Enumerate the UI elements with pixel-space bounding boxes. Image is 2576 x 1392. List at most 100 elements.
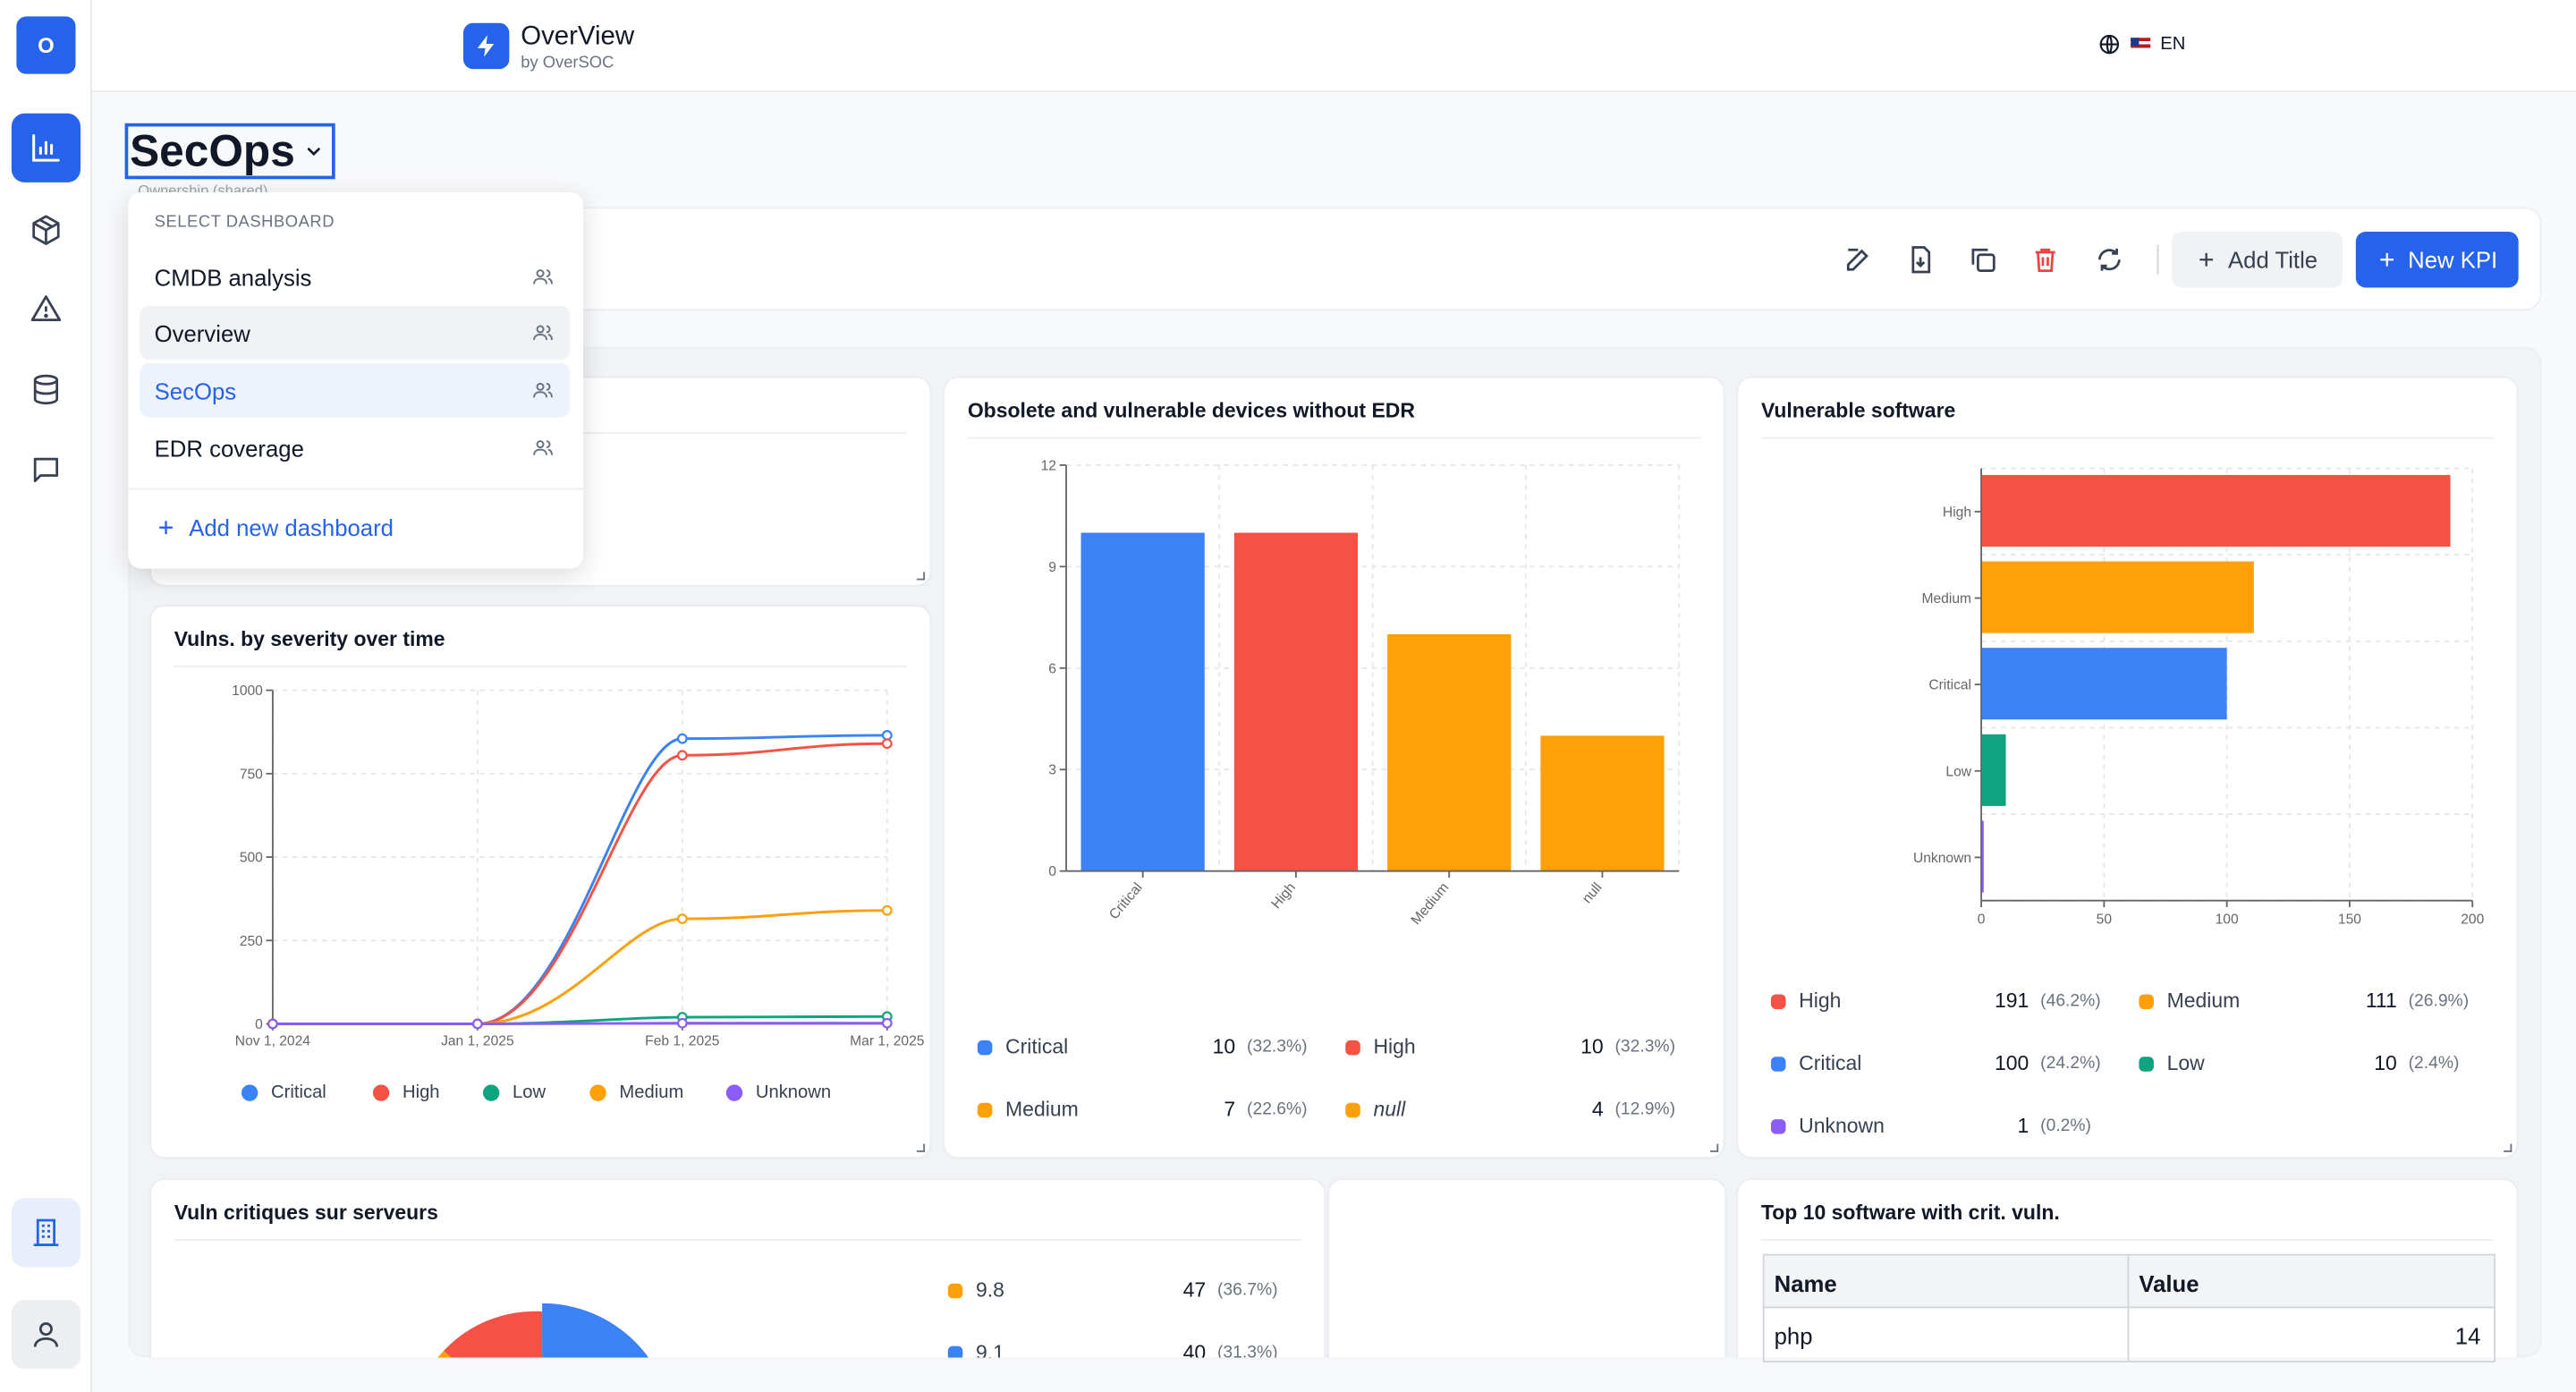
legend-item-high[interactable]: High [1770,989,1841,1013]
add-title-button[interactable]: Add Title [2172,232,2343,288]
top-bar: OverView by OverSOC EN [91,0,2576,92]
legend-item-null[interactable]: null [1345,1098,1405,1121]
legend-item-critical[interactable]: Critical [241,1083,326,1103]
x-tick-label: Critical [1106,880,1146,922]
nav-organization[interactable] [11,1198,80,1268]
legend-swatch [1345,1101,1360,1117]
nav-profile[interactable] [11,1300,80,1370]
trash-icon[interactable] [2030,245,2060,275]
kpi-card-obsolete-devices[interactable]: Obsolete and vulnerable devices without … [945,378,1724,1158]
legend-item-critical[interactable]: Critical [1770,1052,1861,1074]
dashboard-selector[interactable]: SecOps [124,123,335,180]
edit-icon[interactable] [1843,245,1873,275]
legend-swatch [482,1084,500,1101]
column-header-name[interactable]: Name [1765,1255,2130,1307]
legend-label: Low [513,1082,547,1103]
pie-slice-other [437,1351,452,1358]
data-point-unknown [267,1018,278,1030]
legend-item-low[interactable]: Low [482,1082,547,1103]
dropdown-item-edr-coverage[interactable]: EDR coverage [140,420,570,475]
resize-handle[interactable] [2504,1143,2512,1152]
refresh-icon[interactable] [2095,245,2124,275]
language-selector[interactable]: EN [2097,33,2185,56]
legend-item-9.8[interactable]: 9.8 [947,1278,1004,1302]
legend-percent: (12.9%) [1614,1099,1676,1120]
y-tick-label: 500 [240,851,263,866]
legend-item-medium[interactable]: Medium [977,1098,1079,1121]
legend-percent: (2.4%) [2408,1053,2460,1074]
resize-handle[interactable] [1710,1143,1719,1152]
legend-label: null [1373,1098,1406,1121]
legend-item-9.1[interactable]: 9.1 [947,1341,1004,1358]
legend-item-high[interactable]: High [372,1082,440,1103]
legend-value: 4 [1591,1098,1604,1121]
org-avatar[interactable]: O [16,16,76,74]
add-new-dashboard-button[interactable]: Add new dashboard [156,514,394,540]
legend-item-unknown[interactable]: Unknown [1770,1115,1885,1137]
legend-value: 47 [1182,1278,1207,1302]
nav-assets[interactable] [12,196,80,265]
legend-value: 191 [1995,989,2029,1013]
card-title: Vulnerable software [1760,399,1956,423]
data-point-unknown [471,1018,483,1030]
nav-dashboards[interactable] [11,113,80,182]
nav-alerts[interactable] [12,275,80,344]
bar-low [1981,734,2006,806]
line-series-medium [272,909,887,1025]
legend-percent: (32.3%) [1614,1037,1676,1057]
globe-icon [2099,34,2120,55]
legend-item-critical[interactable]: Critical [977,1035,1068,1058]
kpi-card-vulnerable-software[interactable]: Vulnerable software 0 50 100 150 200 High Medi… [1738,378,2517,1158]
legend-swatch [372,1084,390,1101]
duplicate-icon[interactable] [1968,245,1997,275]
legend-swatch [1770,1056,1786,1071]
legend-swatch [725,1084,743,1101]
new-kpi-button[interactable]: New KPI [2355,232,2519,288]
bar-high [1981,474,2451,547]
card-title: Vulns. by severity over time [174,627,445,651]
legend-swatch [947,1282,963,1298]
legend-item-high[interactable]: High [1345,1035,1416,1058]
resize-handle[interactable] [916,572,926,581]
column-header-value[interactable]: Value [2139,1270,2199,1297]
nav-messages[interactable] [12,436,80,505]
legend-swatch [1770,993,1786,1009]
y-tick-label: 9 [1048,560,1056,575]
app-name: OverView [521,22,635,51]
legend-label: Medium [2166,989,2241,1013]
cell-name: php [1765,1308,2130,1362]
y-tick-label: 12 [1041,458,1056,473]
download-icon[interactable] [1906,245,1936,275]
table-row[interactable]: php 14 [1765,1308,2494,1362]
nav-data[interactable] [12,355,80,424]
toolbar-divider [2157,244,2159,275]
legend-value: 100 [1995,1051,2029,1075]
legend-value: 10 [1212,1035,1236,1059]
x-tick-label: 150 [2338,912,2361,927]
app-subtitle: by OverSOC [521,54,614,72]
dashboard-title: SecOps [130,125,295,175]
kpi-card-critical-server-vulns[interactable]: Vuln critiques sur serveurs 9.8 47 (36.7%)… [150,1180,1325,1358]
dropdown-item-overview[interactable]: Overview [140,305,571,361]
dashboard-dropdown: SELECT DASHBOARD CMDB analysis Overview … [128,191,584,569]
y-tick-label: Medium [1922,591,1972,607]
y-tick-label: 1000 [232,683,263,699]
kpi-card-severity-over-time[interactable]: Vulns. by severity over time 0 250 500 750 1… [150,606,930,1158]
y-tick-label: High [1943,505,1971,520]
legend-item-low[interactable]: Low [2139,1052,2205,1074]
dropdown-item-cmdb-analysis[interactable]: CMDB analysis [140,250,570,304]
x-tick-label: Feb 1, 2025 [645,1033,720,1048]
legend-item-unknown[interactable]: Unknown [725,1083,831,1103]
legend-label: High [402,1082,440,1103]
y-tick-label: 250 [240,934,263,949]
legend-item-medium[interactable]: Medium [2139,989,2240,1013]
dropdown-header: SELECT DASHBOARD [154,213,335,233]
legend-swatch [1770,1118,1786,1133]
legend-item-medium[interactable]: Medium [589,1083,683,1103]
kpi-card-empty[interactable] [1328,1180,1725,1358]
card-title: Top 10 software with crit. vuln. [1760,1201,2060,1225]
sidebar: O [0,0,92,1392]
dropdown-item-secops[interactable]: SecOps [140,362,571,418]
legend-label: Medium [619,1082,684,1103]
resize-handle[interactable] [916,1143,926,1152]
